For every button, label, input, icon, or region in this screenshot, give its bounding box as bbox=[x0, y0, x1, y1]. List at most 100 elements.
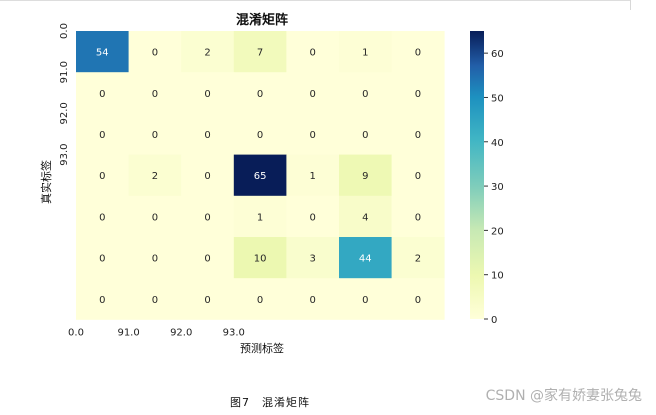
watermark: CSDN @家有娇妻张兔兔 bbox=[485, 388, 642, 404]
colorbar: 0 10 20 30 40 50 60 bbox=[470, 31, 504, 326]
heatmap-cell bbox=[181, 195, 235, 238]
heatmap-cell bbox=[286, 237, 340, 279]
colorbar-tick-label: 60 bbox=[491, 49, 504, 60]
colorbar-tick-label: 10 bbox=[491, 271, 504, 282]
heatmap-cell bbox=[76, 278, 129, 320]
heatmap-cell bbox=[128, 195, 182, 238]
cell-value-label: 3 bbox=[310, 254, 316, 265]
figure-caption: 图7 混淆矩阵 bbox=[230, 396, 310, 409]
x-tick-label: 0.0 bbox=[68, 327, 84, 338]
y-tick-label: 92.0 bbox=[59, 102, 70, 124]
heatmap-cell bbox=[391, 278, 445, 320]
heatmap-cell bbox=[391, 31, 445, 73]
heatmap-cell bbox=[339, 113, 392, 155]
heatmap-cell bbox=[286, 154, 340, 197]
cell-value-label: 0 bbox=[99, 295, 105, 306]
cell-value-label: 0 bbox=[310, 130, 316, 141]
heatmap-cell bbox=[339, 195, 392, 238]
cell-value-label: 0 bbox=[310, 89, 316, 100]
colorbar-tick-label: 0 bbox=[491, 315, 497, 326]
cell-value-label: 4 bbox=[362, 212, 368, 223]
cell-value-label: 0 bbox=[204, 212, 210, 223]
colorbar-tick-label: 40 bbox=[491, 138, 504, 149]
heatmap-cell bbox=[233, 31, 287, 73]
heatmap-cell bbox=[233, 113, 287, 155]
heatmap-cell bbox=[391, 72, 445, 114]
heatmap-cell bbox=[233, 72, 287, 114]
x-tick-labels: 0.0 91.0 92.0 93.0 bbox=[68, 327, 245, 338]
heatmap-cell bbox=[76, 31, 129, 73]
y-tick-labels: 0.0 91.0 92.0 93.0 bbox=[59, 23, 70, 166]
cell-value-label: 9 bbox=[362, 171, 368, 182]
cell-value-label: 0 bbox=[99, 171, 105, 182]
cell-value-label: 2 bbox=[204, 48, 210, 59]
cell-value-label: 0 bbox=[204, 130, 210, 141]
page-top-border bbox=[0, 0, 630, 1]
heatmap-cell bbox=[128, 278, 182, 320]
page-right-border bbox=[630, 0, 631, 10]
heatmap-cell bbox=[233, 237, 287, 279]
heatmap-cell bbox=[233, 154, 287, 197]
cell-value-label: 0 bbox=[204, 89, 210, 100]
y-tick-label: 91.0 bbox=[59, 61, 70, 83]
heatmap-cell bbox=[76, 237, 129, 279]
heatmap-cell bbox=[286, 113, 340, 155]
cell-value-label: 0 bbox=[99, 254, 105, 265]
cell-value-label: 0 bbox=[99, 130, 105, 141]
cell-value-label: 65 bbox=[254, 171, 267, 182]
heatmap-cell bbox=[181, 154, 235, 197]
heatmap-cell bbox=[76, 72, 129, 114]
heatmap-cell bbox=[286, 195, 340, 238]
heatmap-cell bbox=[391, 113, 445, 155]
colorbar-tick-label: 20 bbox=[491, 226, 504, 237]
cell-value-label: 0 bbox=[152, 89, 158, 100]
heatmap-cell bbox=[339, 72, 392, 114]
cell-value-label: 0 bbox=[415, 212, 421, 223]
x-tick-label: 91.0 bbox=[117, 327, 139, 338]
heatmap-cell bbox=[339, 154, 392, 197]
cell-value-label: 0 bbox=[415, 89, 421, 100]
cell-value-label: 0 bbox=[152, 295, 158, 306]
heatmap-cells: 54 0 2 7 0 1 00 0 0 0 0 0 00 0 0 0 0 0 00 2 0 65 1 9 00 0 0 1 0 4 00 0 0… bbox=[76, 31, 445, 320]
cell-value-label: 7 bbox=[257, 48, 263, 59]
cell-value-label: 0 bbox=[362, 295, 368, 306]
heatmap-cell bbox=[128, 72, 182, 114]
cell-value-label: 0 bbox=[257, 295, 263, 306]
heatmap-cell bbox=[233, 278, 287, 320]
cell-value-label: 0 bbox=[204, 254, 210, 265]
heatmap-cell bbox=[181, 113, 235, 155]
x-tick-label: 92.0 bbox=[170, 327, 192, 338]
y-tick-label: 0.0 bbox=[59, 23, 70, 39]
cell-value-label: 0 bbox=[257, 130, 263, 141]
heatmap-cell bbox=[286, 72, 340, 114]
cell-value-label: 0 bbox=[362, 130, 368, 141]
cell-value-label: 0 bbox=[99, 212, 105, 223]
colorbar-tick-label: 50 bbox=[491, 93, 504, 104]
cell-value-label: 0 bbox=[310, 295, 316, 306]
heatmap-cell bbox=[76, 154, 129, 197]
cell-value-label: 1 bbox=[310, 171, 316, 182]
cell-value-label: 0 bbox=[415, 130, 421, 141]
colorbar-tick-label: 30 bbox=[491, 182, 504, 193]
cell-value-label: 0 bbox=[152, 212, 158, 223]
cell-value-label: 0 bbox=[310, 212, 316, 223]
cell-value-label: 0 bbox=[415, 48, 421, 59]
heatmap-cell bbox=[286, 278, 340, 320]
colorbar-ticks: 0 10 20 30 40 50 60 bbox=[484, 49, 504, 326]
cell-value-label: 0 bbox=[415, 295, 421, 306]
x-axis-label: 预测标签 bbox=[240, 341, 284, 355]
heatmap-cell bbox=[286, 31, 340, 73]
heatmap-cell bbox=[391, 154, 445, 197]
cell-value-label: 10 bbox=[254, 254, 267, 265]
y-tick-label: 93.0 bbox=[59, 143, 70, 165]
heatmap-cell bbox=[181, 72, 235, 114]
heatmap-cell bbox=[339, 278, 392, 320]
chart-title: 混淆矩阵 bbox=[236, 12, 288, 28]
cell-value-label: 44 bbox=[359, 254, 372, 265]
cell-value-label: 0 bbox=[152, 130, 158, 141]
cell-value-label: 1 bbox=[257, 212, 263, 223]
x-tick-label: 93.0 bbox=[223, 327, 245, 338]
cell-value-label: 0 bbox=[152, 254, 158, 265]
heatmap-cell bbox=[128, 113, 182, 155]
cell-value-label: 1 bbox=[362, 48, 368, 59]
